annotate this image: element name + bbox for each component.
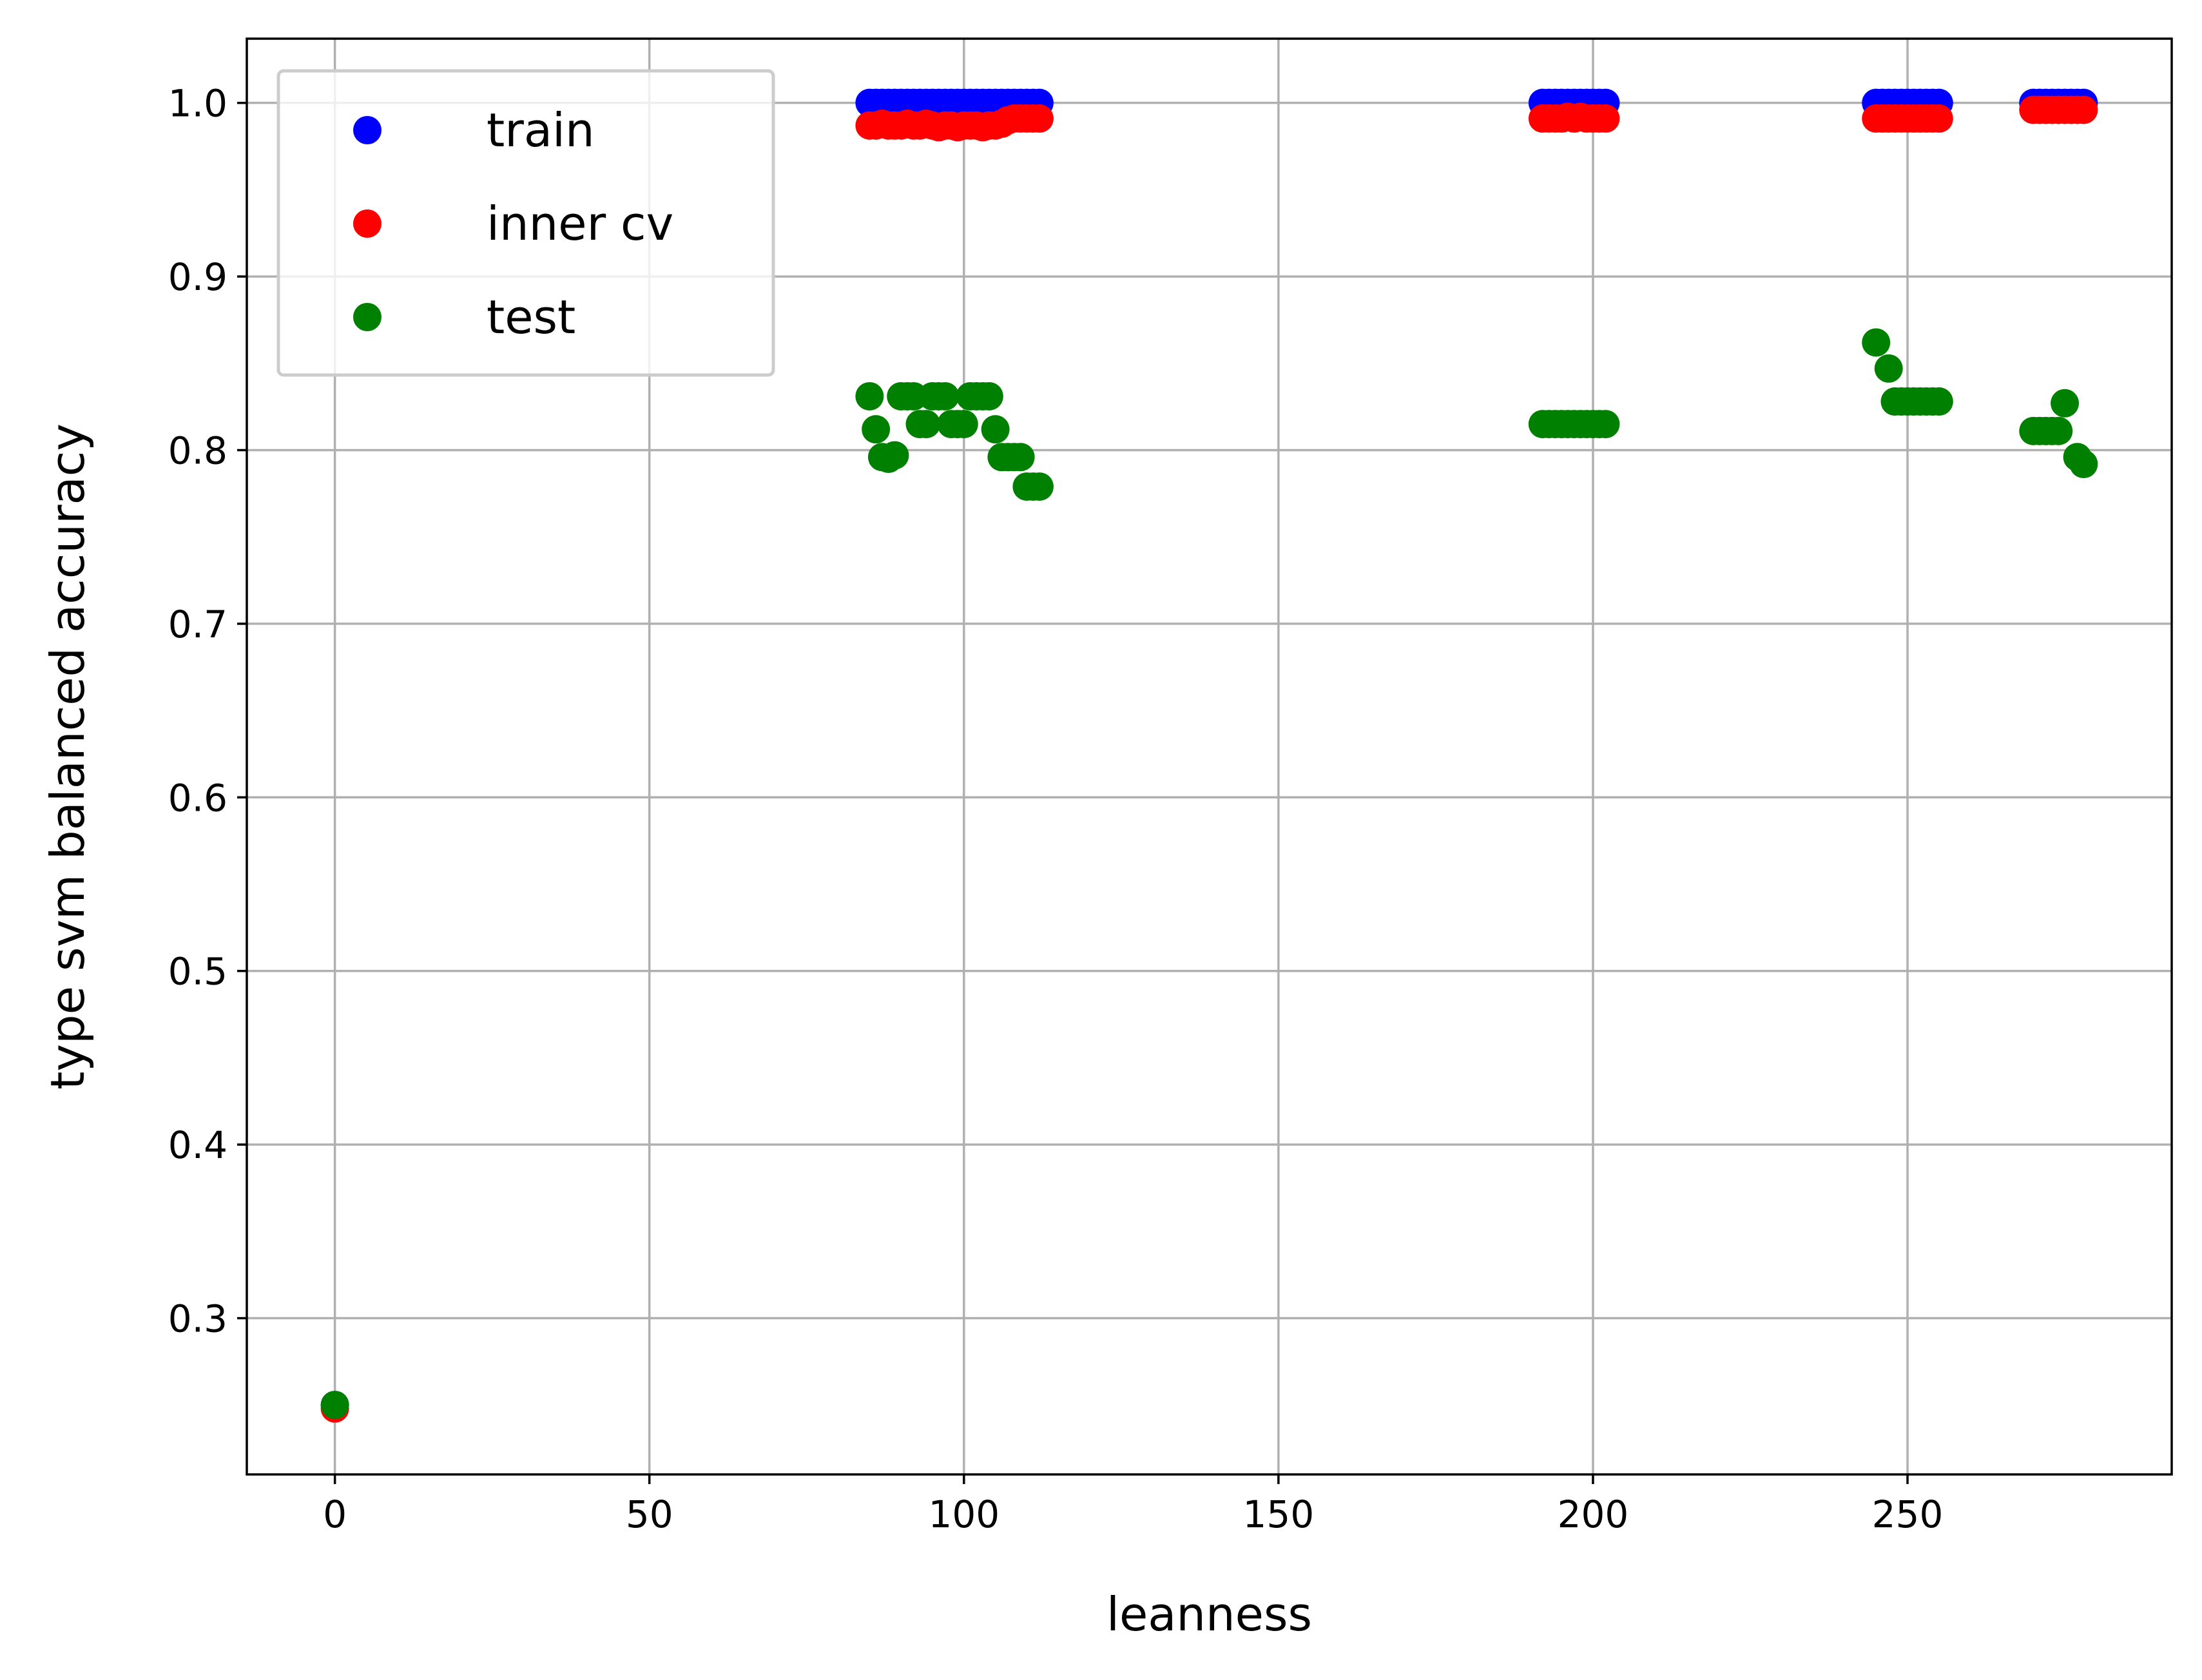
y-tick-label: 0.6 [168,776,227,820]
grid [247,39,2172,1474]
data-point [855,381,884,410]
data-point [1924,387,1953,416]
legend-entries: train inner cv test [353,103,673,344]
data-point [1591,410,1620,439]
data-point [974,381,1003,410]
data-point [880,441,909,470]
data-point [1591,104,1620,133]
x-tick-label: 250 [1872,1492,1944,1536]
data-point [981,415,1010,444]
y-tick-label: 0.4 [168,1123,227,1167]
legend-label: test [487,290,575,344]
y-tick-label: 1.0 [168,82,227,126]
data-point [1862,328,1891,357]
y-tick-label: 0.3 [168,1297,227,1341]
data-point [1025,472,1054,501]
data-point [862,415,891,444]
data-points [320,88,2098,1423]
data-point [320,1391,349,1420]
y-axis-label: type svm balanced accuracy [41,423,95,1090]
legend-marker [353,209,381,238]
series-inner-cv [320,95,2098,1423]
data-point [2051,389,2080,418]
legend-marker [353,116,381,144]
data-point [1006,443,1035,472]
axis-ticks: 0 50 100 150 200 250 0.3 0.4 0.5 0.6 0.7 0.8 0.9 1.0 [168,82,1944,1536]
legend-label: inner cv [487,197,673,251]
data-point [1924,104,1953,133]
data-point [2069,450,2098,479]
data-point [912,410,941,439]
legend-marker [353,303,381,331]
legend-box [276,69,775,377]
data-point [1025,104,1054,133]
legend-label: train [487,103,595,157]
x-tick-label: 100 [928,1492,1000,1536]
x-tick-label: 200 [1558,1492,1629,1536]
x-tick-label: 0 [323,1492,347,1536]
data-point [2044,416,2073,445]
data-point [931,381,960,410]
legend: train inner cv test [276,69,775,377]
x-tick-label: 50 [626,1492,673,1536]
series-test [320,328,2098,1420]
y-tick-label: 0.8 [168,429,227,472]
y-tick-label: 0.9 [168,255,227,299]
y-tick-label: 0.5 [168,950,227,994]
y-tick-label: 0.7 [168,603,227,646]
plot-frame [246,37,2173,1476]
x-tick-label: 150 [1243,1492,1315,1536]
data-point [2069,95,2098,124]
x-axis-label: leanness [1106,1587,1312,1641]
data-point [949,410,978,439]
data-point [1874,354,1903,383]
